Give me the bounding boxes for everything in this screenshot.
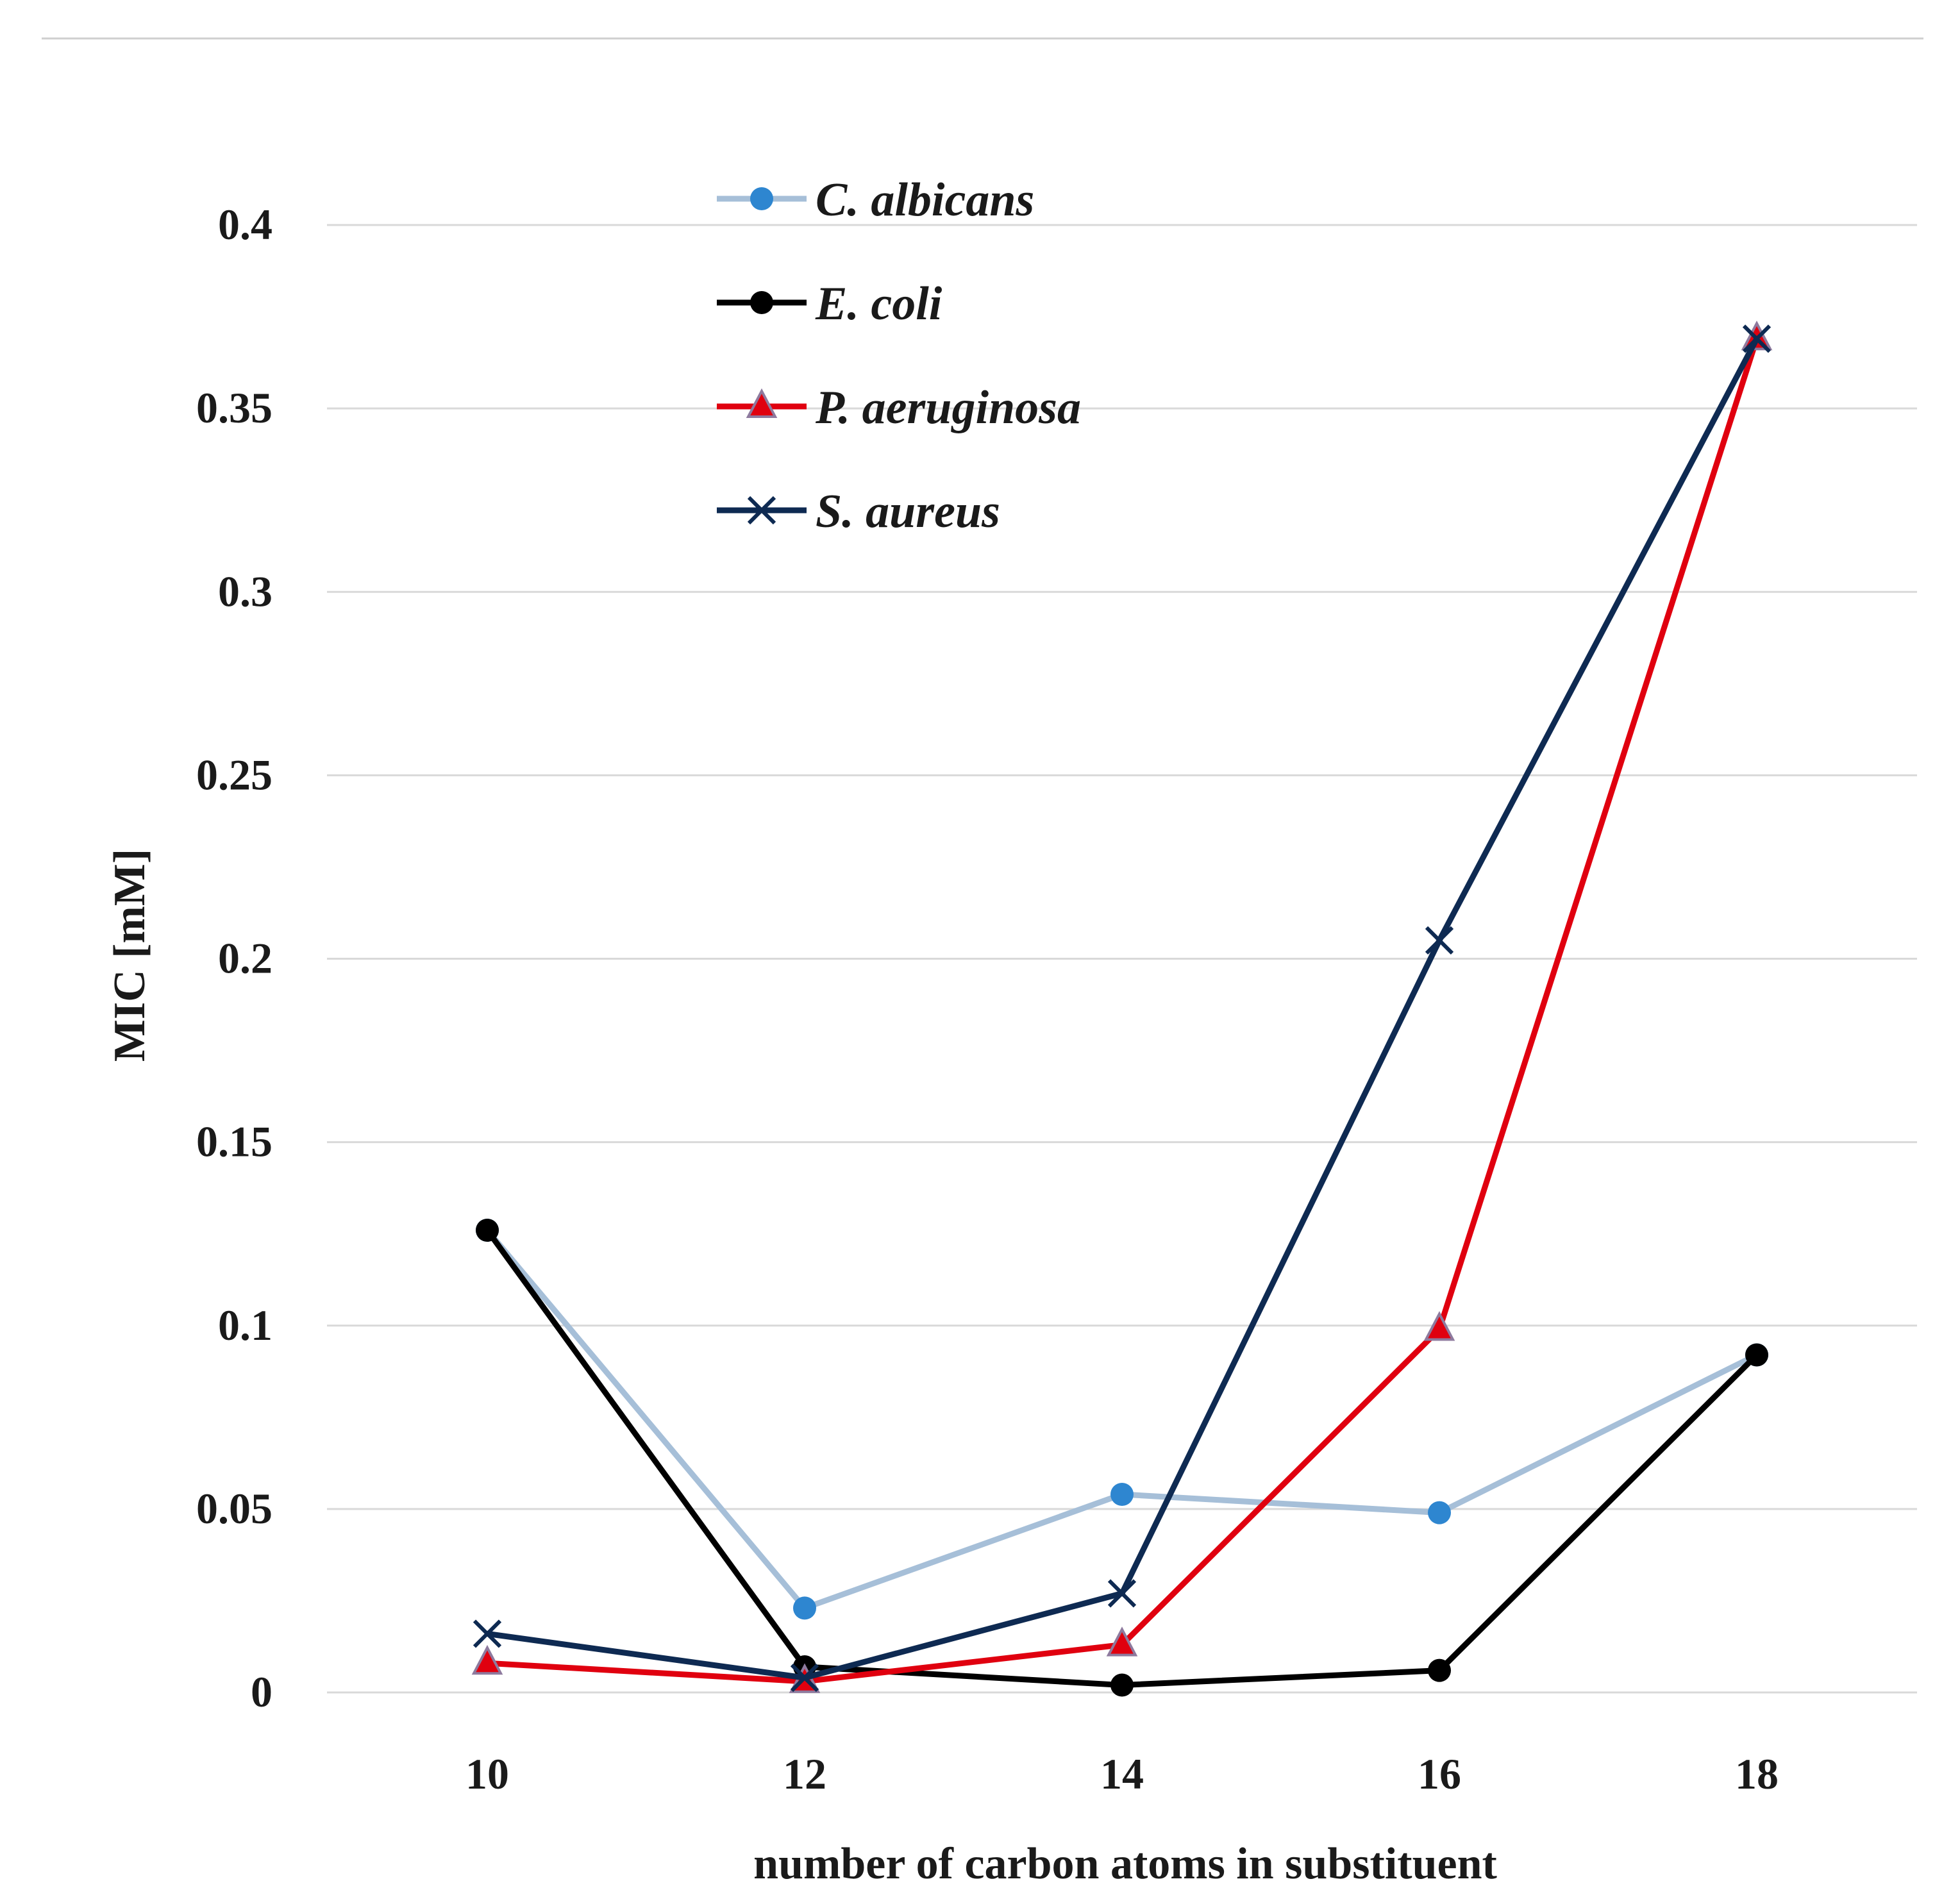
gridlines [327, 224, 1917, 1694]
x-tick-label: 18 [1735, 1750, 1779, 1798]
legend-label: P. aeruginosa [815, 381, 1081, 434]
series-c-albicans [476, 1218, 1768, 1620]
legend-item: S. aureus [717, 485, 1000, 538]
legend-item: C. albicans [717, 174, 1034, 226]
y-tick-label: 0.4 [218, 200, 272, 249]
x-tick-label: 12 [783, 1750, 826, 1798]
data-point [1428, 1658, 1451, 1682]
series-line [484, 1227, 1760, 1611]
y-tick-label: 0.15 [196, 1117, 272, 1166]
data-point [1107, 1579, 1137, 1608]
data-point [1425, 926, 1454, 955]
y-tick-label: 0.05 [196, 1484, 272, 1533]
data-point [1742, 324, 1772, 353]
y-axis-ticks: 0 0.05 0.1 0.15 0.2 0.25 0.3 0.35 0.4 [196, 200, 272, 1716]
series-lines [471, 321, 1773, 1697]
data-point [1110, 1482, 1134, 1506]
x-axis-ticks: 10 12 14 16 18 [465, 1750, 1779, 1798]
data-point [1106, 1626, 1138, 1657]
data-point [1428, 1501, 1451, 1524]
data-point [476, 1218, 499, 1242]
data-point [471, 1644, 503, 1675]
legend: C. albicans E. coli P. aeruginosa S. aureus [717, 174, 1081, 538]
data-point [793, 1596, 816, 1620]
data-point [1423, 1311, 1455, 1341]
legend-item: E. coli [717, 278, 942, 330]
legend-marker [747, 496, 776, 525]
data-point [473, 1619, 502, 1648]
x-tick-label: 14 [1100, 1750, 1144, 1798]
series-p-aeruginosa [471, 321, 1773, 1693]
data-point [1110, 1673, 1134, 1697]
y-axis-title: MIC [mM] [105, 849, 155, 1062]
x-axis-title: number of carbon atoms in substituent [753, 1839, 1497, 1889]
legend-label: C. albicans [816, 174, 1034, 226]
y-tick-label: 0.35 [196, 383, 272, 432]
series-line [484, 335, 1760, 1685]
y-tick-label: 0.3 [218, 567, 272, 615]
legend-marker [750, 187, 773, 210]
data-point [790, 1663, 819, 1692]
legend-marker [750, 291, 773, 314]
legend-marker [746, 388, 778, 418]
legend-item: P. aeruginosa [717, 381, 1081, 434]
y-tick-label: 0.25 [196, 750, 272, 799]
data-point [1745, 1343, 1768, 1367]
y-tick-label: 0 [251, 1667, 272, 1716]
y-tick-label: 0.1 [218, 1301, 272, 1349]
x-tick-label: 10 [465, 1750, 509, 1798]
legend-label: E. coli [815, 278, 942, 330]
legend-label: S. aureus [816, 485, 1000, 538]
series-s-aureus [473, 324, 1772, 1692]
series-e-coli [476, 1218, 1768, 1697]
series-line [484, 335, 1760, 1681]
y-tick-label: 0.2 [218, 934, 272, 983]
x-tick-label: 16 [1418, 1750, 1461, 1798]
